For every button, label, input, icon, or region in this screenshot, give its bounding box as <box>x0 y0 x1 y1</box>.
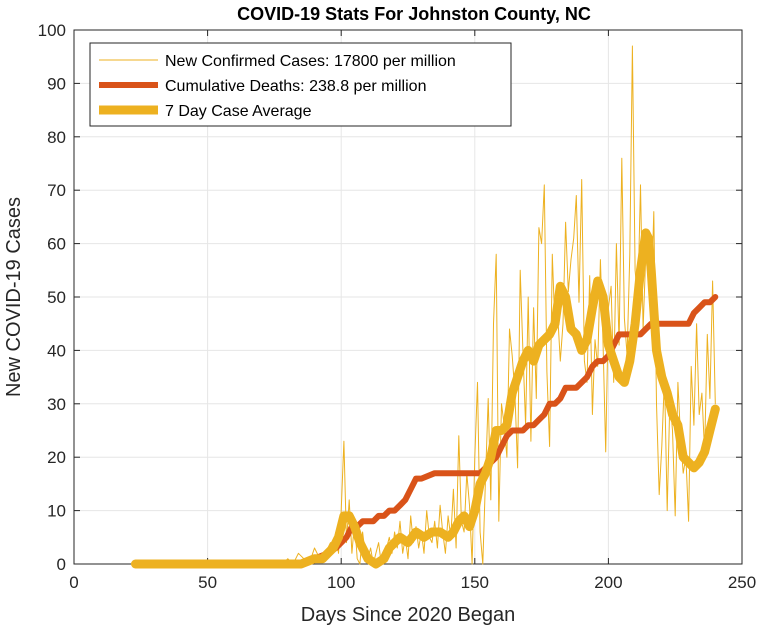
y-tick-label: 0 <box>57 555 66 574</box>
legend-label: Cumulative Deaths: 238.8 per million <box>165 78 426 95</box>
x-tick-label: 150 <box>461 573 489 592</box>
legend: New Confirmed Cases: 17800 per million Cu… <box>89 42 512 127</box>
x-tick-label: 0 <box>69 573 78 592</box>
seven-day-average-line <box>131 228 720 569</box>
y-tick-label: 80 <box>47 128 66 147</box>
y-tick-label: 90 <box>47 74 66 93</box>
y-tick-label: 40 <box>47 341 66 360</box>
y-tick-label: 10 <box>47 502 66 521</box>
y-axis-label: New COVID-19 Cases <box>3 197 25 397</box>
y-tick-label: 30 <box>47 395 66 414</box>
x-tick-label: 100 <box>327 573 355 592</box>
legend-label: New Confirmed Cases: 17800 per million <box>165 53 456 70</box>
legend-label: 7 Day Case Average <box>165 103 312 120</box>
legend-item-seven-day-average: 7 Day Case Average <box>99 103 312 120</box>
chart-title: COVID-19 Stats For Johnston County, NC <box>237 4 591 24</box>
y-axis-ticks: 0 10 20 30 40 50 60 70 80 90 100 <box>38 21 742 574</box>
y-tick-label: 50 <box>47 288 66 307</box>
x-tick-label: 200 <box>594 573 622 592</box>
y-tick-label: 20 <box>47 448 66 467</box>
x-tick-label: 250 <box>728 573 756 592</box>
series <box>131 45 720 569</box>
legend-item-new-cases: New Confirmed Cases: 17800 per million <box>99 53 456 70</box>
y-tick-label: 70 <box>47 181 66 200</box>
x-tick-label: 50 <box>198 573 217 592</box>
x-axis-ticks: 0 50 100 150 200 250 <box>69 30 756 592</box>
y-tick-label: 100 <box>38 21 66 40</box>
y-tick-label: 60 <box>47 235 66 254</box>
x-axis-label: Days Since 2020 Began <box>301 604 516 626</box>
legend-box <box>89 42 512 127</box>
legend-item-cumulative-deaths: Cumulative Deaths: 238.8 per million <box>99 78 426 95</box>
